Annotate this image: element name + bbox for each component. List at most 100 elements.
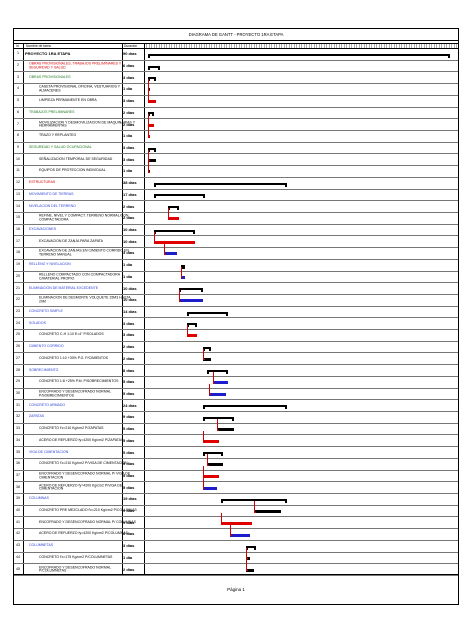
task-id: 28 bbox=[16, 367, 20, 372]
task-duration: 24 días bbox=[123, 402, 137, 408]
task-name: VIGA DE CIMENTACION bbox=[29, 449, 69, 454]
gantt-chart-area bbox=[144, 49, 460, 576]
dependency-link bbox=[168, 208, 171, 220]
summary-bar bbox=[148, 147, 157, 152]
task-name: RELLENO Y NIVELACION bbox=[29, 262, 71, 267]
task-row: 16 EXCAVACIONES 10 días bbox=[14, 225, 458, 237]
task-row: 19 RELLENO Y NIVELACION 1 día bbox=[14, 260, 458, 272]
task-row: 14 NIVELACION DEL TERRENO 2 días bbox=[14, 201, 458, 213]
task-id: 21 bbox=[16, 285, 20, 290]
task-id: 4 bbox=[17, 86, 19, 91]
column-divider bbox=[122, 43, 123, 576]
task-duration: 90 días bbox=[123, 51, 137, 57]
task-row: 18 EXCAVACION DE ZANJAS EN CIMIENTO CORRI… bbox=[14, 248, 458, 260]
task-name: ACERO DE REFUERZO fy=4200 Kg/cm2 P/VIGA … bbox=[39, 482, 123, 491]
task-name: EXCAVACIONES bbox=[29, 227, 57, 232]
page-footer: Página 1 bbox=[14, 574, 458, 604]
task-bar bbox=[221, 521, 253, 525]
task-duration: 2 días bbox=[123, 566, 135, 572]
task-bar bbox=[180, 275, 185, 279]
dependency-link bbox=[178, 290, 181, 302]
task-id: 16 bbox=[16, 227, 20, 232]
dependency-link bbox=[148, 149, 151, 162]
dependency-link bbox=[180, 266, 183, 279]
task-name: ENCOFRADO Y DESENCOFRADO NORMAL P/SOBREC… bbox=[39, 389, 111, 397]
summary-bar bbox=[154, 182, 287, 187]
task-bar bbox=[164, 252, 177, 256]
task-row: 15 REFINE, NIVEL Y COMPACT. TERRENO NORMA… bbox=[14, 213, 458, 225]
task-row: 4 CASETA PROVISIONAL OFICINA, VESTUARIOS … bbox=[14, 84, 458, 96]
task-id: 27 bbox=[16, 356, 20, 361]
task-duration: 5 días bbox=[123, 472, 135, 478]
dependency-link bbox=[209, 383, 212, 396]
dependency-link bbox=[245, 547, 248, 560]
dependency-link bbox=[229, 524, 232, 536]
task-id: 8 bbox=[17, 133, 19, 138]
task-duration: 2 días bbox=[123, 355, 135, 361]
task-id: 42 bbox=[16, 531, 20, 536]
summary-bar bbox=[186, 311, 228, 316]
summary-bar bbox=[154, 194, 206, 199]
task-row: 41 ENCOFRADO Y DESENCOFRADO NORMAL P/ COL… bbox=[14, 517, 458, 530]
task-name: ENCOFRADO Y DESENCOFRADO NORMAL P/ VIGA … bbox=[39, 471, 131, 479]
task-name: ACERO DE REFUERZO fy=4200 Kg/cm2 P/COLUM… bbox=[39, 531, 128, 536]
task-row: 29 CONCRETO 1:8 +25% P.M. P/SOBRECIMIENTO… bbox=[14, 377, 458, 389]
task-duration: 1 día bbox=[123, 86, 133, 92]
task-id: 1 bbox=[17, 51, 19, 56]
task-bar bbox=[148, 100, 157, 104]
task-name: ACERO DE REFUERZO fy=4200 Kg/cm2 P/ZAPAT… bbox=[39, 437, 124, 442]
task-duration: 3 días bbox=[123, 145, 135, 151]
task-duration: 10 días bbox=[123, 297, 137, 303]
dependency-link bbox=[213, 372, 216, 384]
task-row: 32 ZAPATAS 9 días bbox=[14, 412, 458, 424]
summary-bar bbox=[186, 323, 198, 328]
task-duration: 9 días bbox=[123, 508, 135, 514]
task-name: SOBRECIMIENTO bbox=[29, 367, 59, 372]
summary-bar bbox=[207, 370, 228, 375]
task-row: 34 ACERO DE REFUERZO fy=4200 Kg/cm2 P/ZAP… bbox=[14, 435, 458, 448]
task-id: 20 bbox=[16, 274, 20, 279]
dependency-link bbox=[148, 79, 151, 91]
task-name: PROYECTO 1RA ETAPA bbox=[25, 51, 71, 57]
task-row: 22 ELIMINACION DE DESMONTE VOLQUETE 15M3 … bbox=[14, 295, 458, 307]
task-id: 13 bbox=[16, 192, 20, 197]
dependency-link bbox=[254, 500, 257, 513]
task-row: 42 ACERO DE REFUERZO fy=4200 Kg/cm2 P/COL… bbox=[14, 529, 458, 541]
task-id: 31 bbox=[16, 402, 20, 407]
task-row: 6 TRABAJOS PRELIMINARES 2 días bbox=[14, 108, 458, 120]
task-bar bbox=[186, 334, 197, 338]
task-id: 2 bbox=[17, 63, 19, 68]
task-bar bbox=[178, 299, 204, 303]
task-name: REFINE, NIVEL Y COMPACT. TERRENO NORMAL/… bbox=[39, 213, 129, 222]
task-name: CONCRETO C-H 1:10 E=4" P/SOLADOS bbox=[39, 332, 104, 337]
task-row: 2 OBRAS PROVISIONALES, TRABAJOS PRELIMINA… bbox=[14, 61, 458, 73]
task-row: 9 SEGURIDAD Y SALUD OCUPACIONAL 3 días bbox=[14, 143, 458, 155]
task-bar bbox=[245, 556, 250, 560]
task-row: 33 CONCRETO f'c=210 Kg/cm2 P/ZAPATAS 5 día… bbox=[14, 424, 458, 436]
task-bar bbox=[148, 170, 151, 174]
task-id: 30 bbox=[16, 391, 20, 396]
task-bar bbox=[203, 486, 218, 490]
task-id: 7 bbox=[17, 121, 19, 126]
task-duration: 10 días bbox=[123, 285, 137, 291]
task-id: 41 bbox=[16, 519, 20, 524]
task-id: 29 bbox=[16, 379, 20, 384]
task-name: SEGURIDAD Y SALUD OCUPACIONAL bbox=[29, 145, 92, 150]
task-name: TRAZO Y REPLANTEO bbox=[39, 133, 77, 138]
task-row: 12 ESTRUCTURAS 38 días bbox=[14, 178, 458, 190]
task-name: ENCOFRADO Y DESENCOFRADO NORMAL P/COLUMN… bbox=[39, 564, 111, 573]
dependency-link bbox=[148, 161, 151, 173]
task-row: 43 COLUMNETAS 3 días bbox=[14, 541, 458, 553]
dependency-link bbox=[217, 418, 220, 431]
task-duration: 5 días bbox=[123, 449, 135, 455]
task-duration: 1 día bbox=[123, 262, 133, 268]
task-row: 1 PROYECTO 1RA ETAPA 90 días bbox=[14, 49, 458, 61]
summary-bar bbox=[245, 545, 257, 550]
task-duration: 3 días bbox=[123, 543, 135, 549]
task-duration: 3 días bbox=[123, 74, 135, 80]
task-id: 38 bbox=[16, 484, 20, 489]
document-title: DIAGRAMA DE GANTT - PROYECTO 1RA ETAPA bbox=[14, 29, 458, 41]
task-id: 39 bbox=[16, 496, 20, 501]
task-id: 45 bbox=[16, 566, 20, 571]
summary-bar bbox=[221, 498, 287, 503]
